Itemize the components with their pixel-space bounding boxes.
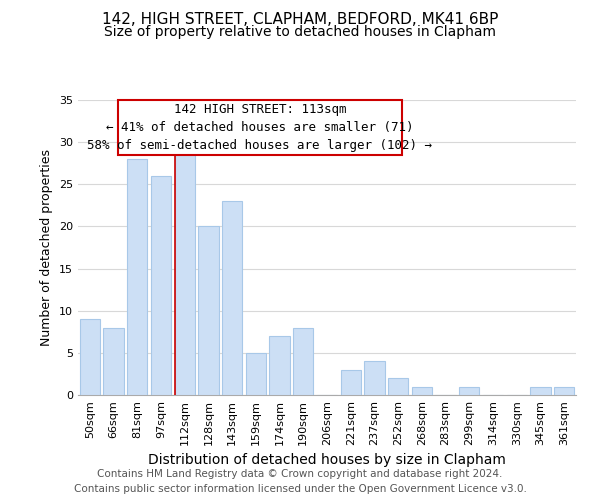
Bar: [199, 226, 218, 395]
Bar: [80, 319, 100, 395]
Bar: [269, 336, 290, 395]
Bar: [151, 176, 171, 395]
Bar: [388, 378, 408, 395]
Text: Contains public sector information licensed under the Open Government Licence v3: Contains public sector information licen…: [74, 484, 526, 494]
Bar: [554, 386, 574, 395]
Y-axis label: Number of detached properties: Number of detached properties: [40, 149, 53, 346]
Bar: [530, 386, 551, 395]
Text: 142 HIGH STREET: 113sqm
← 41% of detached houses are smaller (71)
58% of semi-de: 142 HIGH STREET: 113sqm ← 41% of detache…: [87, 103, 432, 152]
Bar: [175, 150, 195, 395]
X-axis label: Distribution of detached houses by size in Clapham: Distribution of detached houses by size …: [148, 454, 506, 468]
Bar: [341, 370, 361, 395]
Text: 142, HIGH STREET, CLAPHAM, BEDFORD, MK41 6BP: 142, HIGH STREET, CLAPHAM, BEDFORD, MK41…: [102, 12, 498, 28]
Bar: [222, 201, 242, 395]
Bar: [412, 386, 432, 395]
Bar: [459, 386, 479, 395]
Bar: [293, 328, 313, 395]
Bar: [127, 159, 148, 395]
Text: Contains HM Land Registry data © Crown copyright and database right 2024.: Contains HM Land Registry data © Crown c…: [97, 469, 503, 479]
FancyBboxPatch shape: [118, 100, 402, 155]
Bar: [364, 362, 385, 395]
Text: Size of property relative to detached houses in Clapham: Size of property relative to detached ho…: [104, 25, 496, 39]
Bar: [246, 353, 266, 395]
Bar: [103, 328, 124, 395]
